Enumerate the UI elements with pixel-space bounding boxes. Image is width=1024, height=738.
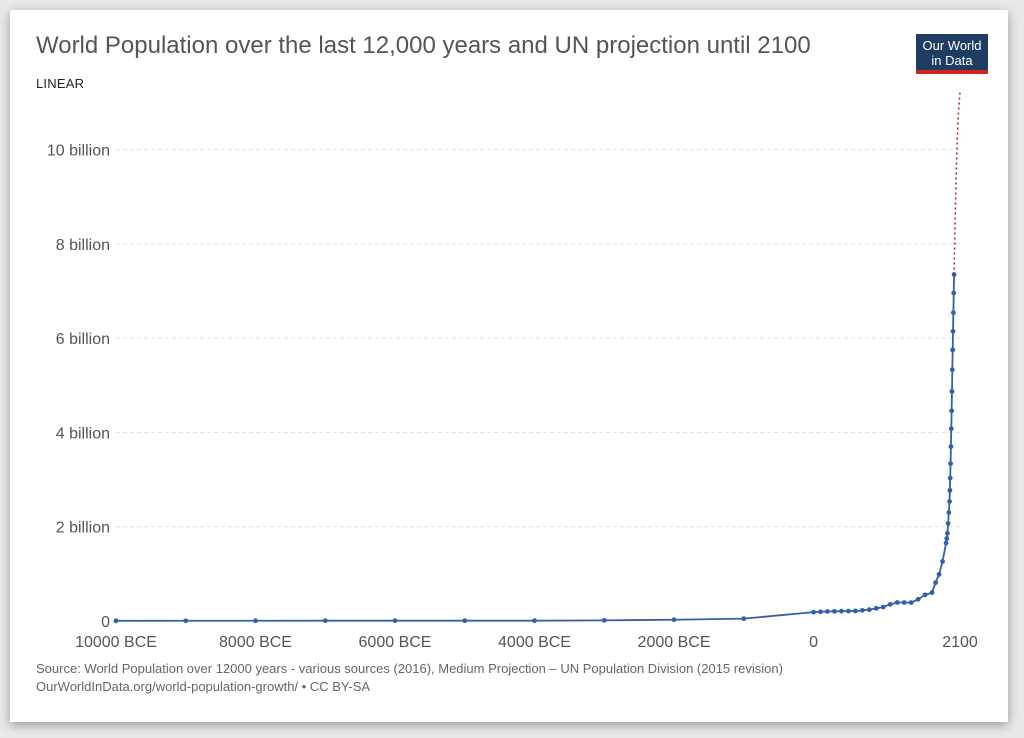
data-point bbox=[948, 426, 954, 432]
data-point bbox=[671, 617, 677, 623]
scale-toggle[interactable]: LINEAR bbox=[36, 76, 85, 91]
data-point bbox=[811, 609, 816, 615]
data-point bbox=[950, 347, 956, 353]
data-point bbox=[922, 592, 928, 598]
y-tick-label: 8 billion bbox=[56, 237, 110, 254]
data-point bbox=[880, 604, 886, 610]
data-point bbox=[933, 580, 938, 586]
data-point bbox=[462, 618, 468, 624]
data-point bbox=[940, 559, 945, 564]
data-point bbox=[392, 618, 398, 624]
chart-title: World Population over the last 12,000 ye… bbox=[36, 32, 811, 59]
chart-card: World Population over the last 12,000 ye… bbox=[10, 10, 1008, 722]
license-note: • CC BY-SA bbox=[301, 679, 371, 694]
y-tick-label: 0 bbox=[101, 614, 110, 631]
data-point bbox=[253, 618, 258, 624]
data-point bbox=[908, 600, 914, 606]
data-point bbox=[951, 290, 957, 296]
data-point bbox=[183, 618, 189, 624]
population-line-chart: 0 2 billion 4 billion 6 billion 8 billion 10 … bbox=[47, 92, 978, 651]
data-point bbox=[950, 328, 956, 334]
y-tick-label: 6 billion bbox=[56, 331, 110, 348]
projection-series-line bbox=[953, 92, 961, 275]
data-point bbox=[866, 607, 872, 613]
data-point bbox=[949, 367, 955, 373]
chart-footer: Source: World Population over 12000 year… bbox=[36, 660, 783, 696]
data-point bbox=[532, 618, 537, 624]
data-point bbox=[846, 608, 851, 614]
historical-series bbox=[113, 272, 957, 624]
x-tick-label: 6000 BCE bbox=[359, 634, 432, 651]
data-point bbox=[950, 310, 956, 315]
data-point bbox=[859, 607, 865, 613]
data-point bbox=[818, 609, 823, 615]
x-tick-label: 0 bbox=[809, 634, 818, 651]
data-point bbox=[945, 530, 950, 536]
historical-series-line bbox=[115, 274, 955, 622]
data-point bbox=[915, 596, 921, 602]
data-point bbox=[948, 461, 953, 466]
source-note: Source: World Population over 12000 year… bbox=[36, 661, 783, 676]
data-point bbox=[852, 608, 858, 614]
data-point bbox=[951, 272, 957, 277]
source-link[interactable]: OurWorldInData.org/world-population-grow… bbox=[36, 679, 299, 694]
owid-logo[interactable]: Our World in Data bbox=[916, 34, 988, 74]
data-point bbox=[741, 616, 747, 622]
x-tick-label: 10000 BCE bbox=[75, 634, 157, 651]
data-point bbox=[873, 605, 879, 611]
data-point bbox=[936, 571, 942, 577]
data-point bbox=[947, 499, 952, 504]
data-point bbox=[947, 487, 953, 493]
x-tick-label: 8000 BCE bbox=[219, 634, 292, 651]
data-point bbox=[944, 536, 950, 541]
x-tick-label: 2100 bbox=[942, 634, 978, 651]
data-point bbox=[947, 475, 953, 481]
footer-line-2: OurWorldInData.org/world-population-grow… bbox=[36, 678, 783, 696]
x-tick-label: 2000 BCE bbox=[638, 634, 711, 651]
data-point bbox=[832, 608, 837, 614]
data-point bbox=[946, 510, 952, 515]
data-point bbox=[945, 521, 951, 526]
data-point bbox=[825, 609, 830, 614]
data-point bbox=[839, 608, 844, 614]
data-point bbox=[949, 408, 955, 414]
logo-line-1: Our World bbox=[922, 38, 982, 53]
data-point bbox=[322, 618, 328, 624]
x-tick-label: 4000 BCE bbox=[498, 634, 571, 651]
data-point bbox=[887, 601, 893, 607]
data-point bbox=[943, 540, 949, 546]
data-point bbox=[901, 600, 907, 605]
data-point bbox=[949, 388, 955, 394]
data-point bbox=[948, 444, 954, 449]
y-tick-label: 2 billion bbox=[56, 520, 110, 537]
y-tick-label: 4 billion bbox=[56, 425, 110, 442]
data-point bbox=[113, 618, 119, 624]
logo-line-2: in Data bbox=[931, 53, 973, 68]
data-point bbox=[894, 600, 900, 605]
y-tick-label: 10 billion bbox=[47, 143, 110, 160]
data-point bbox=[601, 617, 607, 623]
data-point bbox=[929, 590, 935, 595]
